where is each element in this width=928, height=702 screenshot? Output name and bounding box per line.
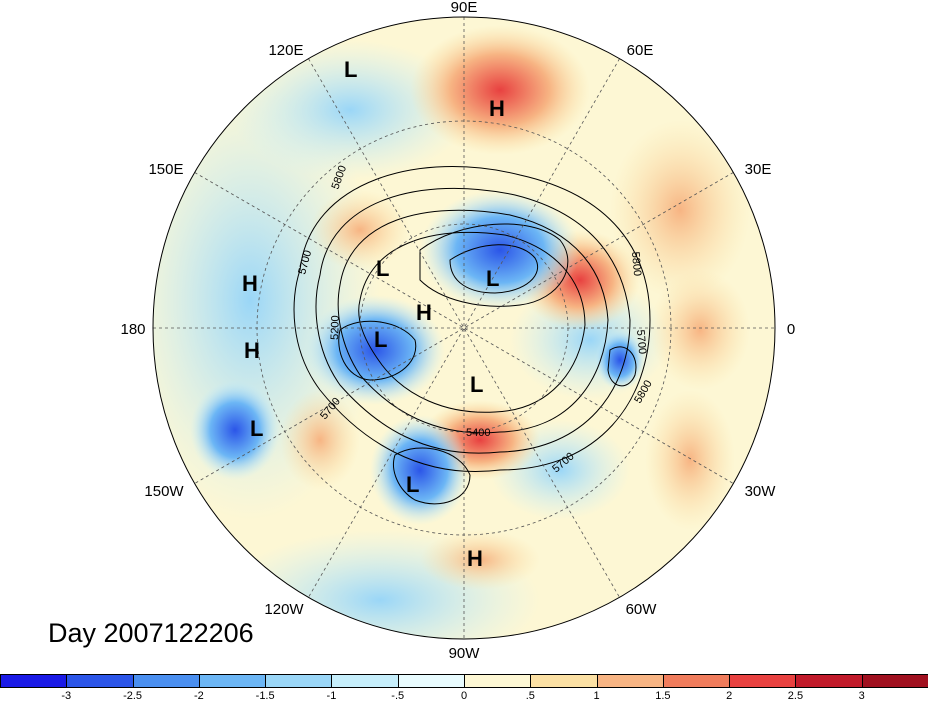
- colorbar-tick-label: -1.5: [255, 690, 275, 702]
- colorbar-swatch: [397, 674, 465, 688]
- contour-label: 5400: [466, 427, 490, 439]
- colorbar-swatch: [0, 674, 68, 688]
- contour-label: 5800: [629, 251, 643, 276]
- colorbar-tick-label: 3: [858, 690, 865, 702]
- colorbar-tick-label: -.5: [391, 690, 405, 702]
- high-center-label: H: [244, 338, 260, 363]
- colorbar-swatch: [729, 674, 797, 688]
- colorbar-tick-label: 0: [460, 690, 468, 702]
- colorbar-tick-label: .5: [525, 690, 535, 702]
- colorbar-tick-label: -2.5: [123, 690, 143, 702]
- low-center-label: L: [250, 416, 263, 441]
- colorbar-tick-label: -1: [326, 690, 337, 702]
- contour-label: 5700: [634, 329, 648, 354]
- colorbar-swatch: [66, 674, 134, 688]
- lon-label-30e: 30E: [745, 161, 772, 178]
- lon-label-30w: 30W: [745, 483, 777, 500]
- colorbar-swatch: [265, 674, 333, 688]
- map-boundary: [152, 16, 776, 640]
- graticule: [153, 17, 775, 639]
- lon-label-120w: 120W: [264, 601, 304, 618]
- geopotential-contours: [293, 166, 651, 505]
- colorbar-swatch: [198, 674, 267, 688]
- high-center-label: H: [242, 271, 258, 296]
- colorbar-swatch: [464, 674, 532, 688]
- lon-label-90e: 90E: [451, 0, 478, 16]
- hemisphere-map: 5800 5700 5200 5700 5400 5700 5800 5700 …: [120, 0, 795, 662]
- lon-label-60e: 60E: [627, 42, 654, 59]
- lon-label-180: 180: [120, 321, 145, 338]
- low-center-label: L: [470, 372, 483, 397]
- colorbar-swatch: [861, 674, 928, 688]
- colorbar-tick-label: 1: [593, 690, 600, 702]
- lon-label-120e: 120E: [268, 42, 303, 59]
- lon-label-0: 0: [787, 321, 795, 338]
- lon-label-150w: 150W: [144, 483, 184, 500]
- colorbar-swatch: [331, 674, 399, 688]
- colorbar-tick-label: -3: [61, 690, 72, 702]
- anomaly-shading: [153, 17, 775, 639]
- date-label: Day 2007122206: [48, 618, 254, 648]
- low-center-label: L: [344, 57, 357, 82]
- low-center-label: L: [376, 256, 389, 281]
- high-center-label: H: [489, 96, 505, 121]
- lon-label-150e: 150E: [148, 161, 183, 178]
- colorbar-swatch: [795, 674, 863, 688]
- high-center-label: H: [416, 300, 432, 325]
- low-center-label: L: [486, 266, 499, 291]
- high-center-label: H: [467, 546, 483, 571]
- colorbar-tick-label: 2: [726, 690, 733, 702]
- low-center-label: L: [374, 327, 387, 352]
- longitude-labels: 90E 60E 30E 0 30W 60W 90W 120W 150W 180 …: [120, 0, 795, 662]
- colorbar-swatch: [662, 674, 731, 688]
- colorbar-tick-label: -2: [193, 690, 204, 702]
- colorbar-tick-label: 2.5: [787, 690, 804, 702]
- lon-label-60w: 60W: [626, 601, 658, 618]
- colorbar-swatch: [132, 674, 200, 688]
- colorbar-swatch: [596, 674, 664, 688]
- colorbar-tick-label: 1.5: [655, 690, 671, 702]
- colorbar: -3 -2.5 -2 -1.5 -1 -.5 0 .5 1 1.5 2 2.5 3: [0, 674, 928, 702]
- pressure-centers: L H L L H L H H L L L H: [242, 57, 505, 571]
- contour-label: 5200: [329, 315, 342, 340]
- colorbar-swatch: [530, 674, 598, 688]
- lon-label-90w: 90W: [449, 645, 481, 662]
- low-center-label: L: [406, 472, 419, 497]
